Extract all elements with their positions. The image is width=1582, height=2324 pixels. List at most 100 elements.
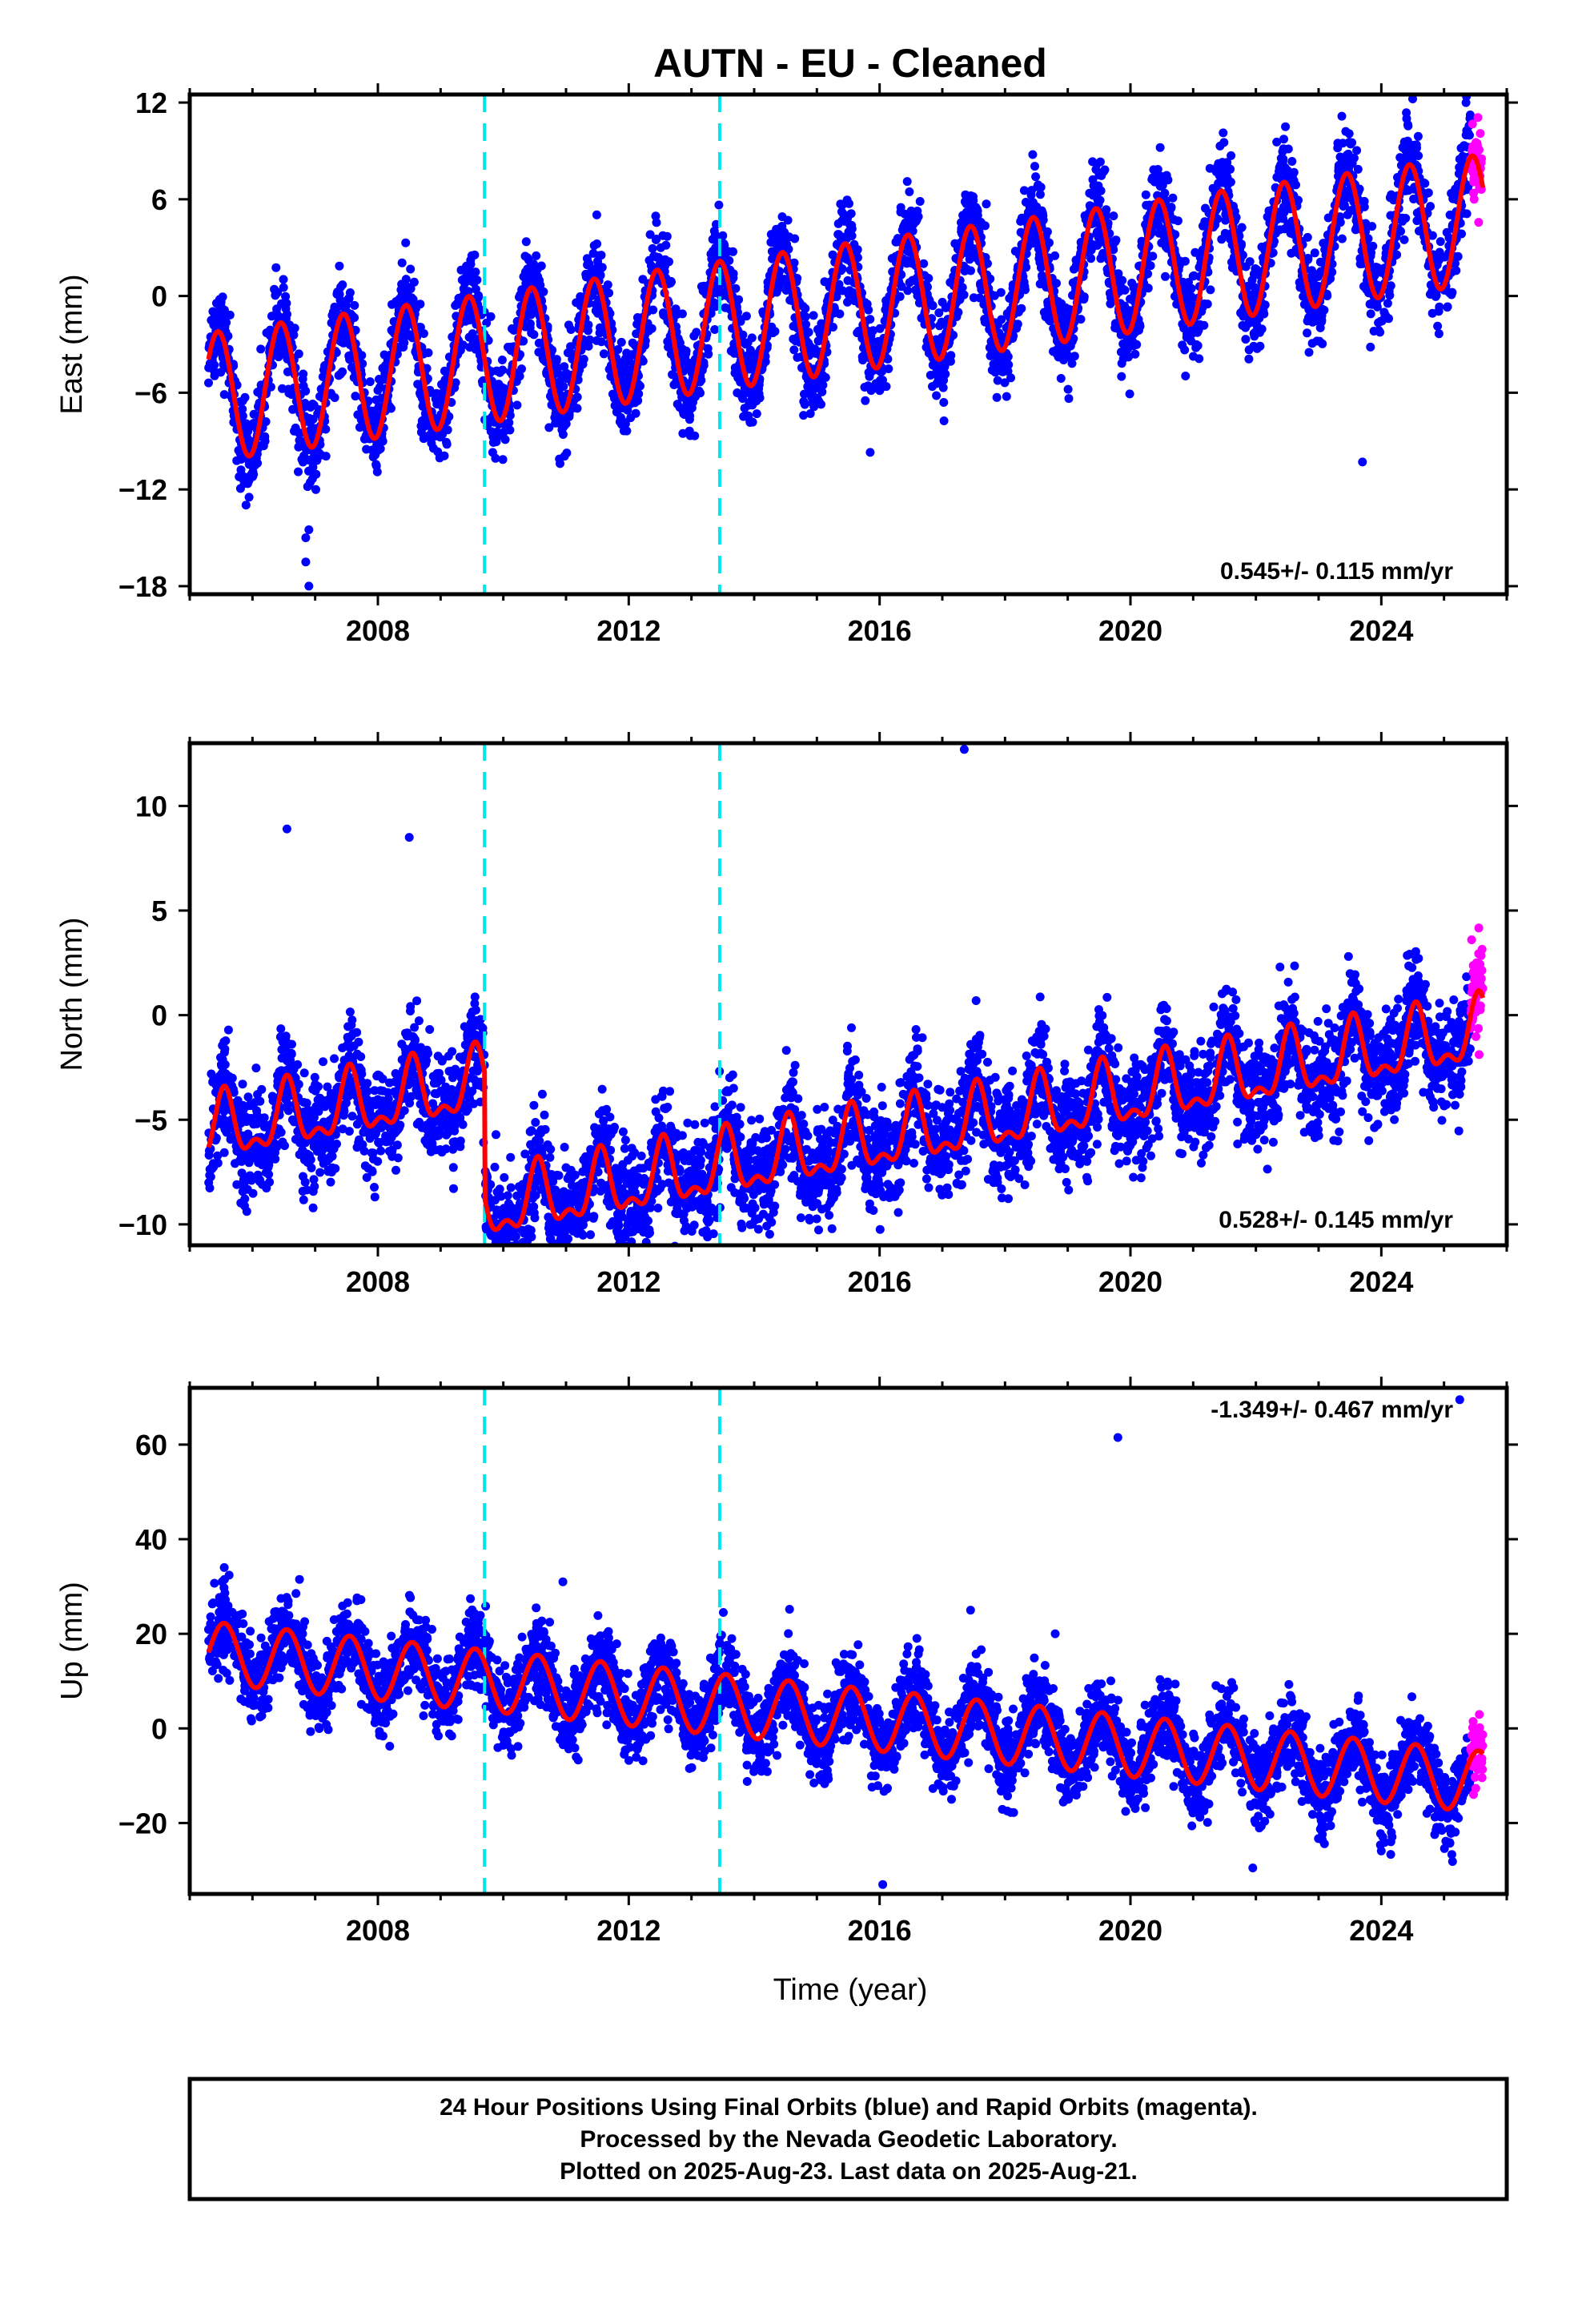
final-point (1168, 193, 1178, 203)
rapid-point (1469, 195, 1479, 204)
final-point (1403, 121, 1413, 131)
final-point (1401, 214, 1411, 223)
final-point (279, 275, 288, 284)
final-point (913, 212, 923, 221)
final-point (1155, 143, 1165, 152)
final-point (648, 243, 657, 253)
final-point (662, 231, 672, 241)
final-point (1433, 321, 1443, 331)
final-point (1255, 341, 1265, 351)
final-point (790, 234, 800, 243)
final-point (238, 411, 247, 420)
final-point (561, 419, 571, 428)
final-point (256, 344, 266, 354)
final-point (220, 1044, 230, 1054)
final-point (1111, 235, 1121, 245)
final-point (699, 360, 709, 370)
final-point (1241, 335, 1251, 344)
final-point (1372, 302, 1382, 312)
final-point (636, 381, 644, 391)
final-point (821, 372, 830, 382)
final-point (1050, 251, 1060, 260)
final-point (1036, 183, 1046, 192)
final-point (1045, 238, 1054, 247)
final-point (1160, 188, 1170, 198)
final-point (229, 1088, 239, 1097)
final-point (846, 209, 856, 219)
final-point (1423, 188, 1433, 198)
final-point (1064, 394, 1074, 404)
final-point (500, 435, 510, 444)
final-point (444, 412, 454, 421)
final-point (714, 200, 724, 210)
final-point (566, 325, 576, 334)
final-point (579, 355, 588, 364)
final-point (997, 315, 1006, 324)
final-point (801, 320, 811, 329)
final-point (902, 177, 912, 187)
final-point (1414, 151, 1423, 160)
final-point (692, 328, 701, 337)
final-point (218, 292, 227, 302)
final-point (372, 467, 382, 476)
final-point (466, 259, 476, 269)
final-point (1451, 259, 1460, 268)
final-point (536, 261, 546, 271)
final-point (1021, 285, 1030, 295)
final-point (241, 501, 251, 510)
y-tick-label: −18 (118, 570, 167, 603)
final-point (895, 292, 905, 301)
final-point (1095, 157, 1105, 167)
final-point (345, 288, 355, 297)
final-point (1327, 267, 1337, 277)
final-point (783, 215, 793, 225)
final-point (1003, 352, 1013, 361)
final-point (843, 297, 852, 307)
final-point (784, 244, 793, 254)
outlier-point (304, 525, 314, 534)
final-point (645, 230, 655, 239)
final-point (633, 396, 643, 405)
final-point (1069, 334, 1078, 344)
final-point (725, 255, 734, 265)
final-point (1443, 302, 1452, 312)
final-point (761, 357, 770, 367)
final-point (358, 359, 367, 368)
final-point (596, 271, 605, 280)
final-point (1338, 139, 1347, 148)
final-point (210, 360, 219, 370)
final-point (1447, 287, 1457, 297)
final-point (883, 354, 893, 364)
final-point (504, 418, 514, 428)
final-point (1366, 309, 1375, 319)
final-point (829, 323, 837, 332)
final-point (240, 392, 250, 402)
final-point (363, 396, 373, 406)
final-point (1035, 190, 1045, 199)
final-point (470, 250, 480, 259)
final-point (596, 337, 606, 347)
final-point (536, 280, 545, 290)
final-point (949, 331, 958, 340)
final-point (1141, 190, 1150, 199)
final-point (401, 238, 411, 247)
final-point (308, 462, 318, 472)
final-point (704, 349, 713, 359)
final-point (440, 451, 449, 460)
final-point (539, 287, 548, 296)
final-point (1022, 263, 1031, 272)
final-point (294, 349, 303, 359)
final-point (1408, 94, 1417, 103)
final-point (1339, 200, 1349, 210)
final-point (1363, 234, 1373, 243)
final-point (223, 1025, 233, 1035)
final-point (559, 382, 568, 392)
final-point (1323, 292, 1332, 300)
final-point (443, 425, 452, 435)
final-point (1349, 153, 1359, 163)
final-point (1231, 212, 1241, 222)
final-point (847, 224, 857, 234)
final-point (939, 398, 949, 407)
final-point (521, 237, 531, 247)
final-point (1042, 227, 1052, 236)
